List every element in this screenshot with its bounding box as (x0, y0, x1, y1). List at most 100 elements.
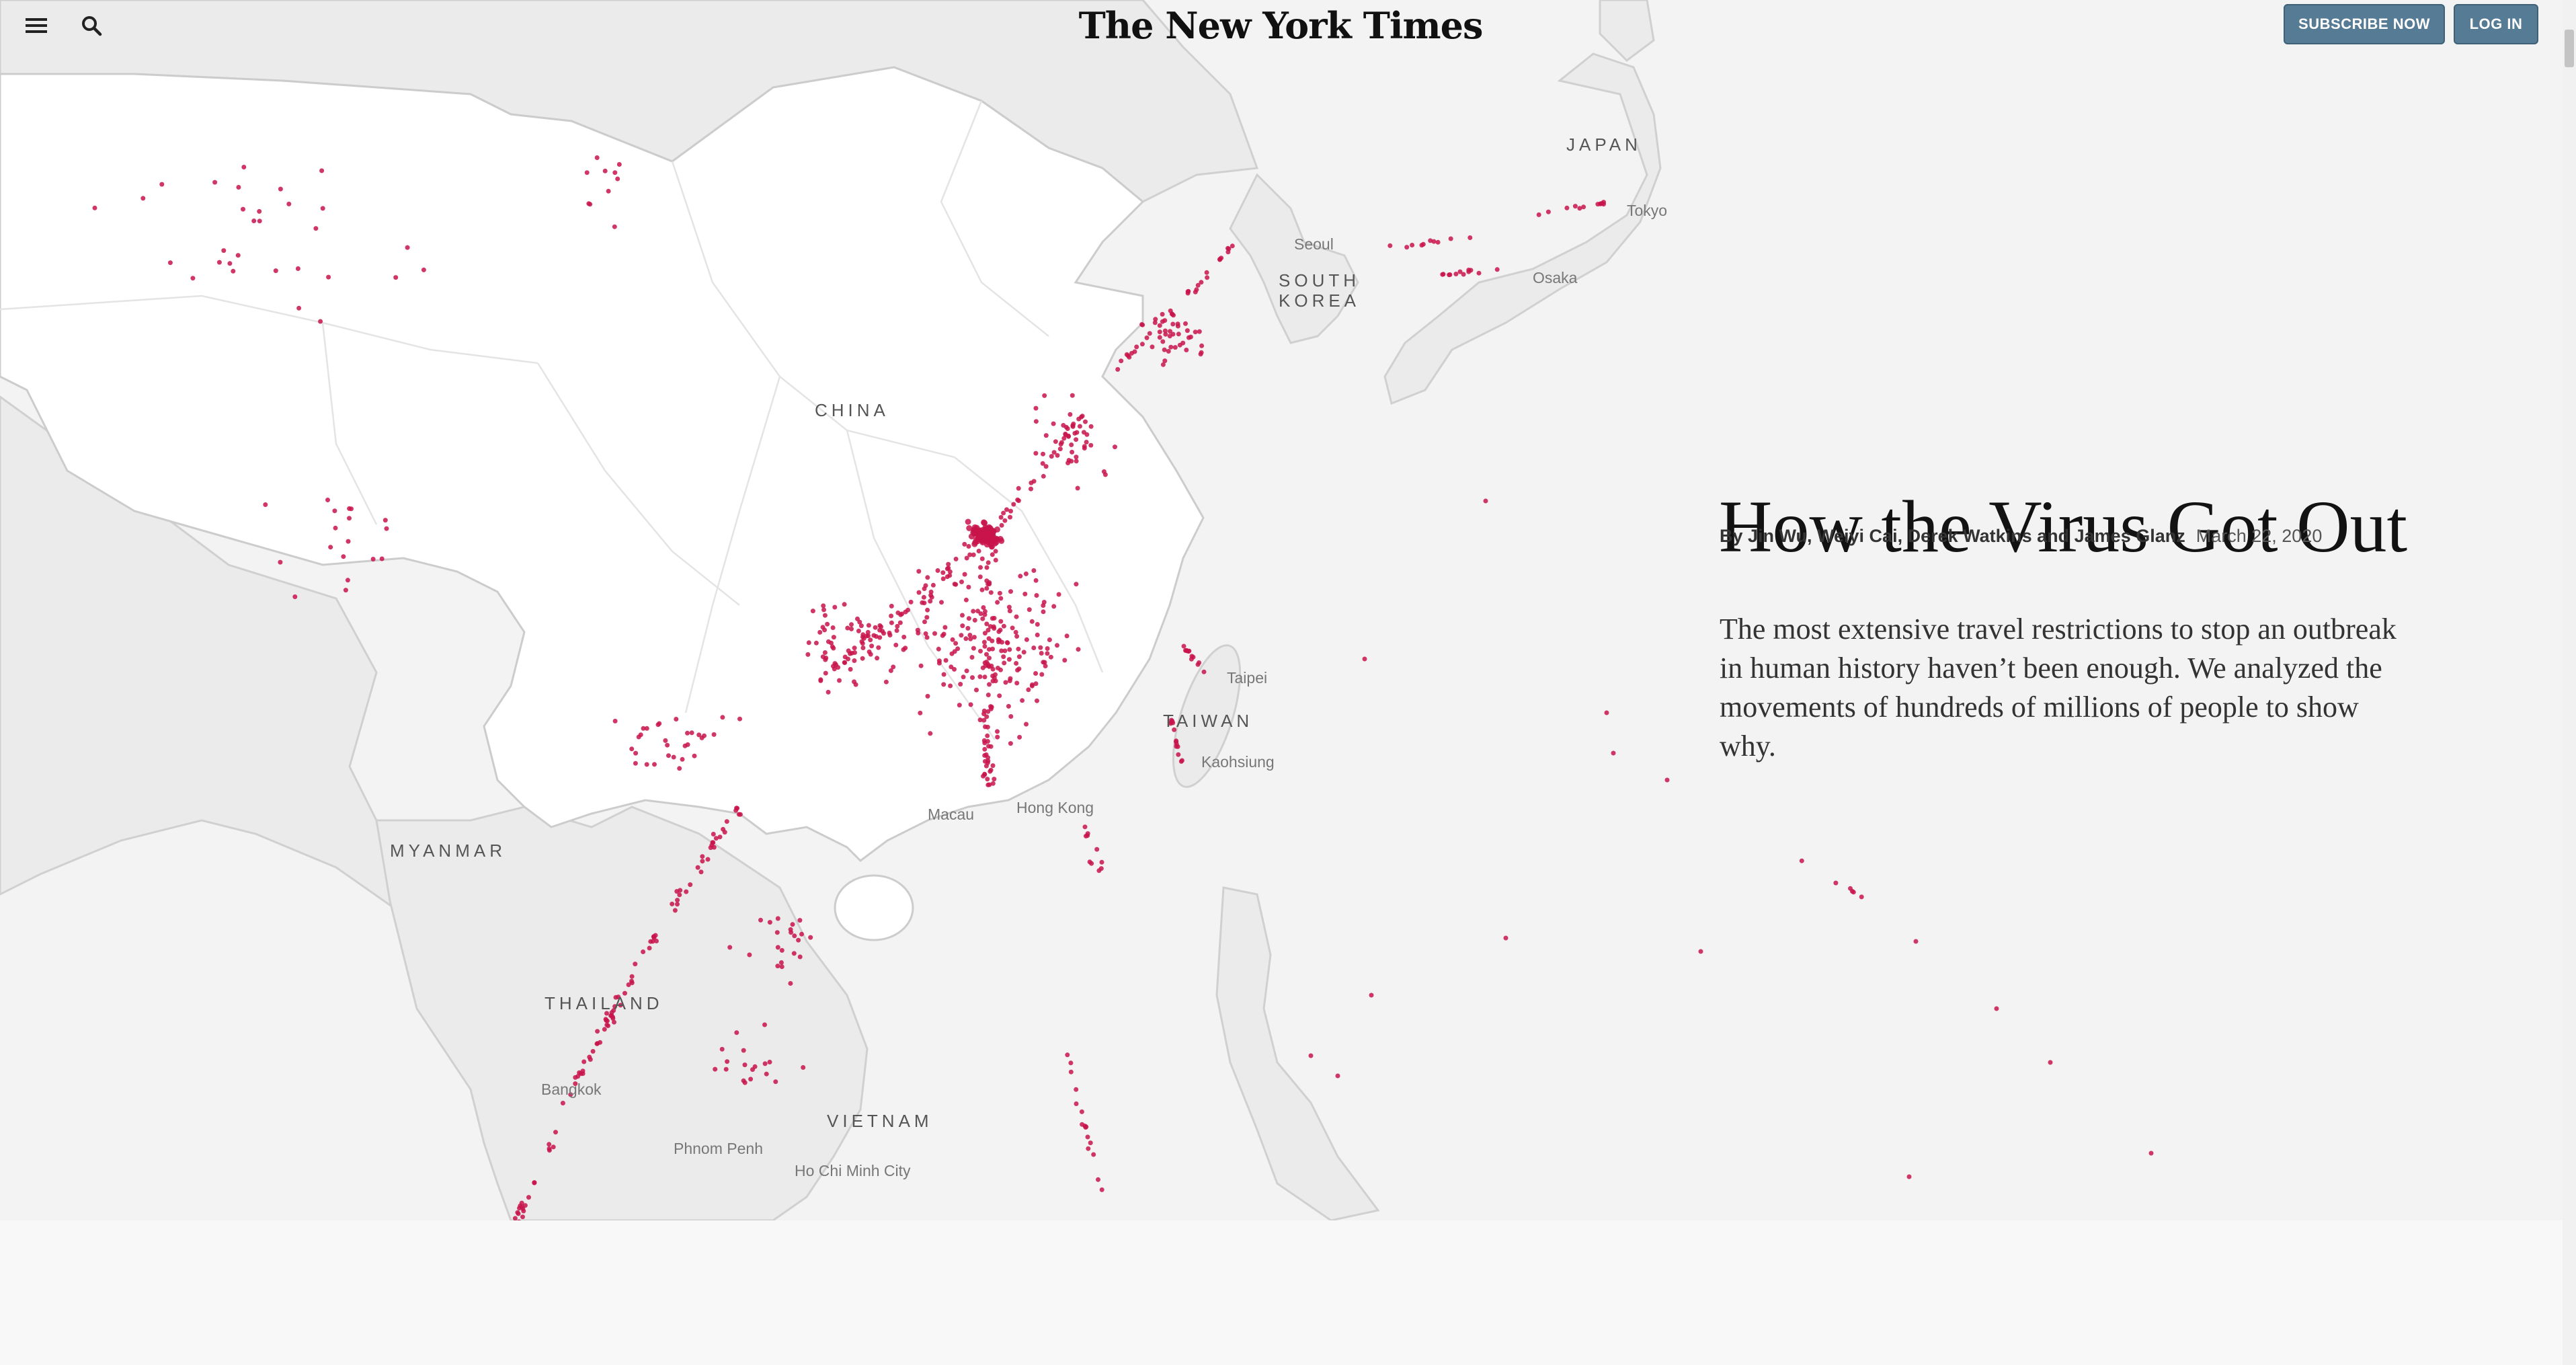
travel-dot (1031, 646, 1037, 650)
travel-dot (985, 724, 990, 730)
travel-dot (775, 964, 780, 969)
travel-dot (950, 637, 955, 642)
travel-dot (328, 545, 333, 550)
travel-dot (888, 668, 893, 673)
travel-dot (1099, 1187, 1104, 1192)
travel-dot (990, 638, 995, 644)
travel-dot (606, 188, 611, 194)
travel-dot (1169, 311, 1174, 317)
travel-dot (1150, 344, 1155, 350)
masthead-logo[interactable]: The New York Times (1078, 4, 1484, 47)
travel-dot (1168, 329, 1172, 334)
travel-dot (1217, 256, 1223, 262)
travel-dot (981, 536, 987, 541)
travel-dot (519, 1200, 524, 1206)
travel-dot (928, 731, 933, 736)
magnifier-search-icon[interactable] (78, 12, 105, 39)
travel-dot (1410, 243, 1415, 247)
travel-dot (1494, 267, 1500, 272)
travel-dot (251, 219, 257, 223)
travel-dot (1115, 366, 1121, 372)
travel-dot (985, 540, 991, 545)
travel-dot (977, 536, 982, 541)
travel-dot (822, 650, 828, 655)
travel-dot (1014, 614, 1019, 619)
travel-dot (941, 672, 947, 677)
travel-dot (671, 754, 676, 760)
travel-dot (889, 613, 894, 619)
travel-dot (865, 629, 871, 635)
travel-dot (702, 733, 707, 738)
travel-dot (977, 574, 983, 580)
below-map-area (0, 1220, 2576, 1365)
label-tokyo: Tokyo (1627, 202, 1668, 219)
travel-dot (944, 566, 950, 572)
travel-dot (1160, 362, 1166, 367)
travel-dot (1008, 714, 1014, 719)
travel-dot (594, 155, 600, 160)
travel-dot (1604, 710, 1609, 715)
travel-dot (1225, 249, 1231, 255)
travel-dot (1039, 651, 1044, 656)
hamburger-menu-icon[interactable] (23, 12, 50, 39)
travel-dot (883, 679, 889, 685)
travel-dot (903, 646, 908, 651)
travel-dot (925, 575, 930, 580)
login-button[interactable]: LOG IN (2454, 4, 2538, 44)
travel-dot (1033, 681, 1039, 687)
travel-dot (1157, 335, 1162, 340)
subscribe-button[interactable]: SUBSCRIBE NOW (2284, 4, 2445, 44)
travel-dot (997, 590, 1002, 596)
travel-dot (1098, 866, 1104, 871)
travel-dot (758, 917, 763, 923)
travel-dot (842, 654, 848, 660)
travel-dot (1169, 719, 1174, 725)
travel-dot (955, 646, 961, 652)
travel-dot (987, 656, 992, 661)
travel-dot (393, 275, 399, 280)
travel-dot (278, 186, 283, 192)
travel-dot (711, 732, 717, 737)
travel-dot (734, 1030, 739, 1036)
travel-dot (1088, 442, 1094, 448)
travel-dot (568, 1092, 573, 1097)
travel-dot (895, 623, 900, 629)
travel-dot (602, 168, 608, 173)
travel-dot (723, 1066, 729, 1072)
travel-dot (831, 646, 836, 651)
travel-dot (989, 545, 994, 549)
travel-dot (641, 726, 646, 731)
travel-dot (1157, 323, 1162, 328)
scrollbar-track[interactable] (2563, 0, 2576, 1365)
travel-dot (901, 634, 907, 639)
travel-dot (1011, 502, 1016, 507)
travel-dot (988, 590, 994, 595)
travel-dot (797, 954, 803, 960)
travel-dot (241, 165, 247, 169)
travel-dot (953, 641, 959, 646)
travel-dot (1074, 430, 1080, 435)
travel-dot (713, 1066, 718, 1072)
travel-dot (717, 834, 723, 840)
travel-dot (985, 777, 990, 782)
land-japan-north (1599, 0, 1655, 62)
travel-dot (992, 777, 997, 782)
travel-dot (674, 889, 680, 894)
travel-dot (873, 634, 879, 639)
travel-dot (383, 518, 388, 523)
travel-dot (610, 1016, 616, 1021)
travel-dot (969, 655, 975, 660)
travel-dot (861, 635, 867, 641)
travel-dot (1041, 609, 1046, 615)
travel-dot (1198, 352, 1203, 357)
travel-dot (893, 642, 899, 648)
travel-dot (1087, 859, 1092, 865)
travel-dot (752, 1064, 758, 1069)
travel-dot (1184, 648, 1189, 654)
travel-dot (1153, 317, 1158, 322)
travel-dot (929, 594, 934, 600)
scrollbar-thumb[interactable] (2565, 30, 2574, 67)
travel-dot (629, 746, 635, 752)
travel-dot (1061, 423, 1066, 428)
travel-dot (1160, 319, 1165, 324)
